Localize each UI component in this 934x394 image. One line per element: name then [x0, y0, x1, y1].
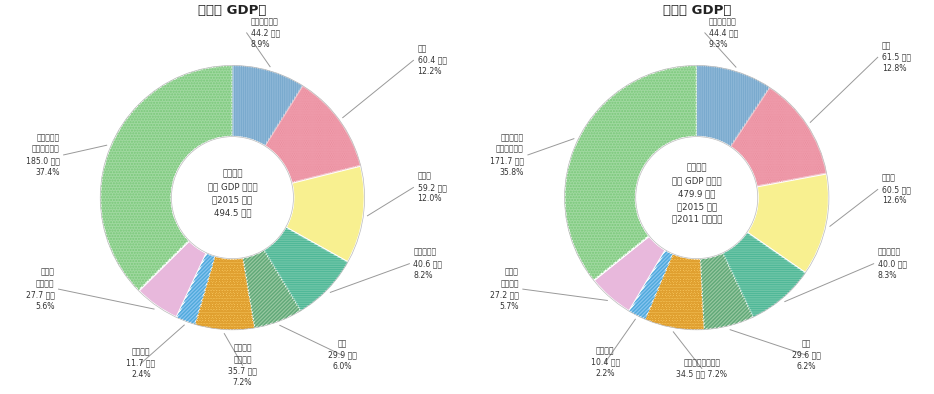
Text: 情報通信産業
44.4 兆円
9.3%: 情報通信産業 44.4 兆円 9.3%	[709, 17, 738, 49]
Wedge shape	[286, 166, 364, 262]
Text: 輸送機械
10.4 兆円
2.2%: 輸送機械 10.4 兆円 2.2%	[590, 346, 620, 378]
Wedge shape	[700, 253, 754, 330]
Text: 輸送機械
11.7 兆円
2.4%: 輸送機械 11.7 兆円 2.4%	[126, 348, 155, 379]
Text: 情報通信産業
44.2 兆円
8.9%: 情報通信産業 44.2 兆円 8.9%	[250, 17, 280, 49]
Text: 不動産
60.5 兆円
12.6%: 不動産 60.5 兆円 12.6%	[882, 173, 911, 205]
Wedge shape	[697, 65, 770, 147]
Text: 【名目 GDP】: 【名目 GDP】	[198, 4, 266, 17]
Wedge shape	[195, 256, 254, 330]
Text: 建設
29.6 兆円
6.2%: 建設 29.6 兆円 6.2%	[792, 339, 821, 371]
Text: 医療・福祉
40.0 兆円
8.3%: 医療・福祉 40.0 兆円 8.3%	[878, 248, 907, 280]
Wedge shape	[594, 236, 666, 311]
Text: 全産業の
名目 GDP の規模
（2015 年）
494.5 兆円: 全産業の 名目 GDP の規模 （2015 年） 494.5 兆円	[207, 170, 257, 217]
Circle shape	[172, 137, 293, 258]
Text: 対事業所サービス
34.5 兆円 7.2%: 対事業所サービス 34.5 兆円 7.2%	[676, 358, 728, 379]
Text: 医療・福祉
40.6 兆円
8.2%: 医療・福祉 40.6 兆円 8.2%	[414, 248, 443, 280]
Wedge shape	[645, 254, 704, 330]
Text: その他産業
（上記以外）
185.0 兆円
37.4%: その他産業 （上記以外） 185.0 兆円 37.4%	[26, 133, 60, 177]
Wedge shape	[564, 65, 697, 281]
Wedge shape	[630, 250, 673, 320]
Text: 建設
29.9 兆円
6.0%: 建設 29.9 兆円 6.0%	[328, 339, 357, 371]
Wedge shape	[243, 250, 301, 328]
Wedge shape	[265, 85, 361, 183]
Text: 対個人
サービス
27.7 兆円
5.6%: 対個人 サービス 27.7 兆円 5.6%	[25, 268, 54, 311]
Wedge shape	[138, 241, 206, 318]
Text: 対個人
サービス
27.2 兆円
5.7%: 対個人 サービス 27.2 兆円 5.7%	[490, 268, 518, 311]
Wedge shape	[100, 65, 233, 291]
Text: 商業
60.4 兆円
12.2%: 商業 60.4 兆円 12.2%	[417, 45, 446, 76]
Wedge shape	[730, 87, 827, 186]
Text: その他産業
（上記以外）
171.7 兆円
35.8%: その他産業 （上記以外） 171.7 兆円 35.8%	[489, 133, 524, 177]
Wedge shape	[747, 173, 828, 273]
Text: 全産業の
実質 GDP の規模
479.9 兆円
（2015 年）
（2011 年価格）: 全産業の 実質 GDP の規模 479.9 兆円 （2015 年） （2011 …	[672, 164, 722, 224]
Text: 対事業所
サービス
35.7 兆円
7.2%: 対事業所 サービス 35.7 兆円 7.2%	[228, 344, 257, 387]
Circle shape	[636, 137, 757, 258]
Wedge shape	[723, 232, 805, 317]
Text: 【実質 GDP】: 【実質 GDP】	[662, 4, 731, 17]
Wedge shape	[233, 65, 303, 146]
Wedge shape	[177, 253, 215, 324]
Text: 商業
61.5 兆円
12.8%: 商業 61.5 兆円 12.8%	[882, 41, 911, 73]
Wedge shape	[264, 227, 347, 311]
Text: 不動産
59.2 兆円
12.0%: 不動産 59.2 兆円 12.0%	[417, 171, 446, 203]
